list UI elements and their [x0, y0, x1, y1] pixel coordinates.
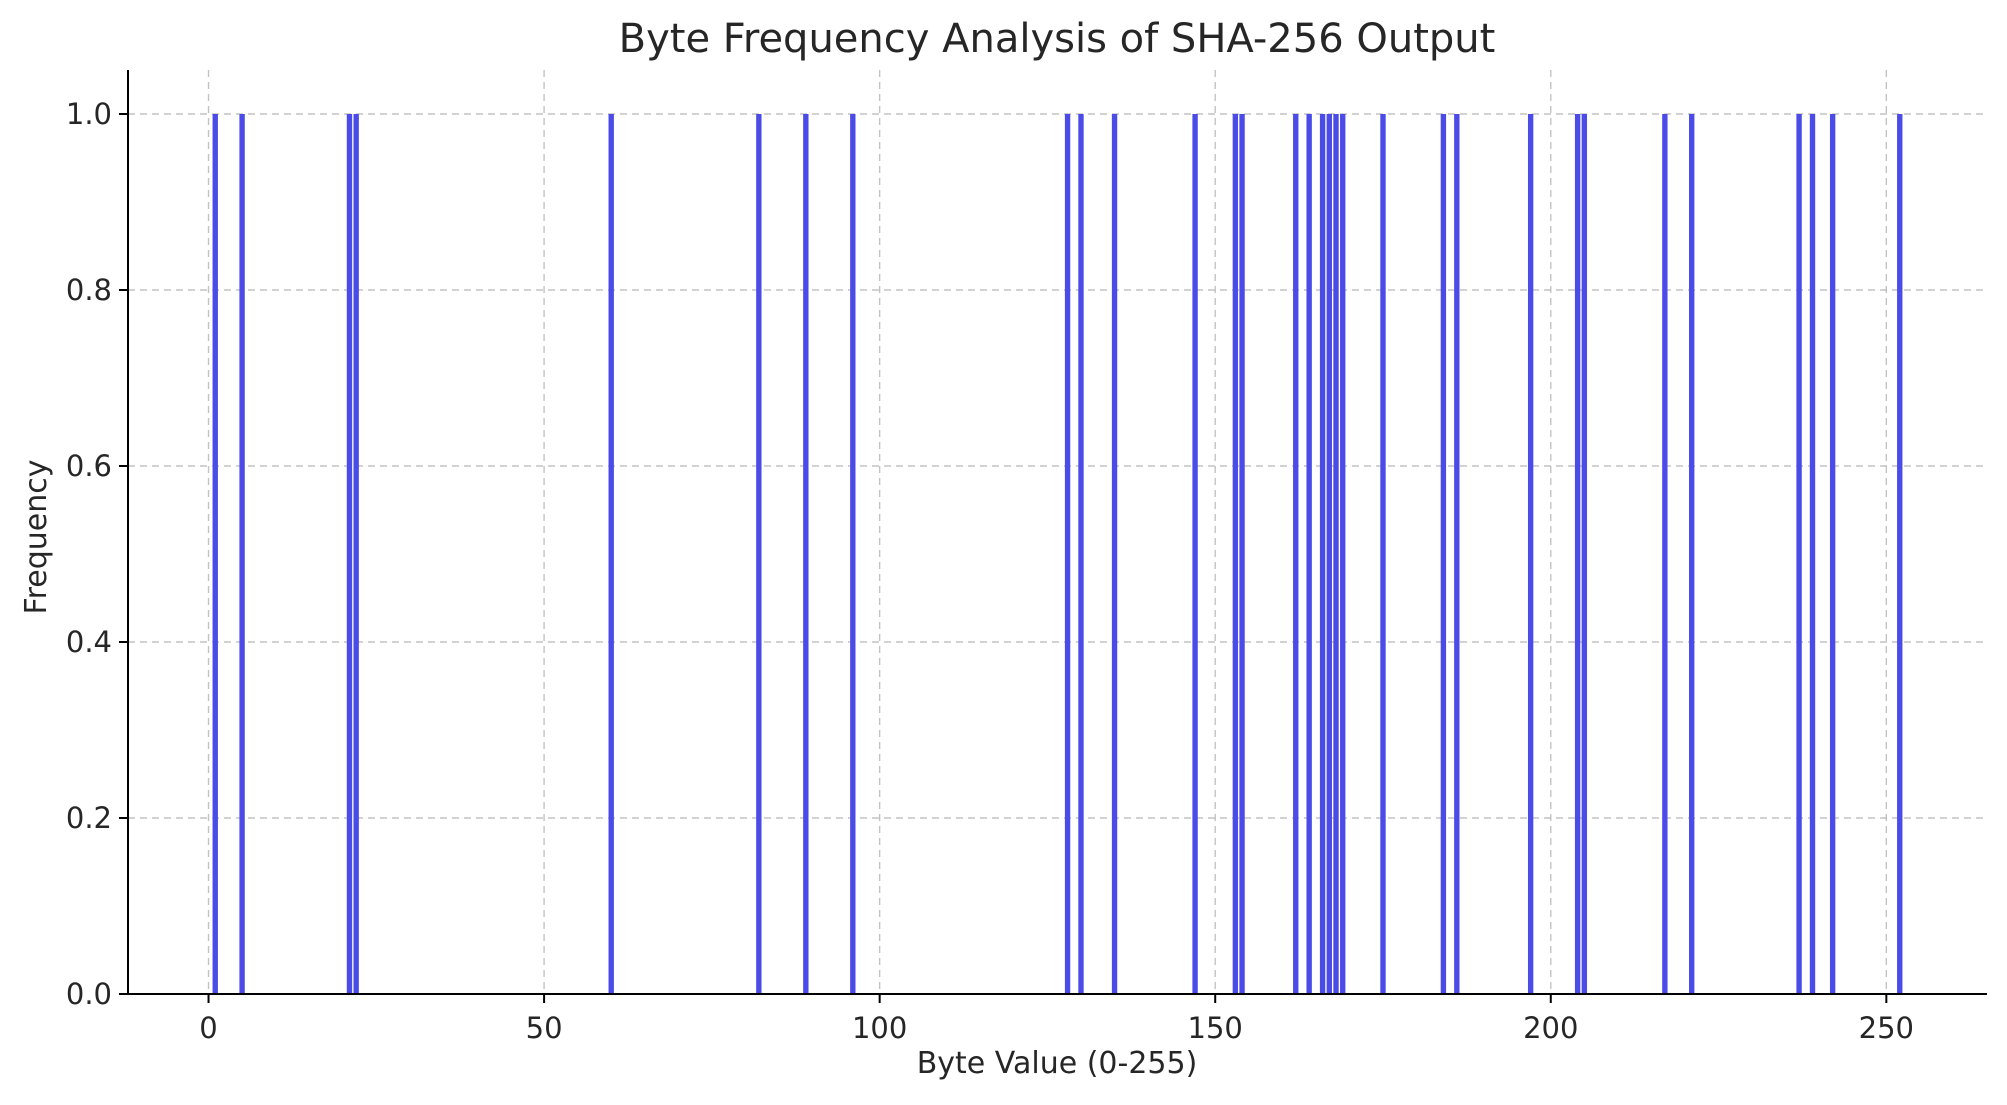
bar-byte-169	[1340, 114, 1346, 994]
bar-byte-130	[1078, 114, 1084, 994]
bar-byte-89	[803, 114, 809, 994]
y-axis-label: Frequency	[19, 460, 54, 615]
bar-byte-22	[353, 114, 359, 994]
bar-byte-242	[1829, 114, 1836, 994]
bar-byte-184	[1440, 114, 1447, 994]
y-tick-label-2: 0.4	[66, 625, 112, 659]
bar-byte-168	[1333, 114, 1339, 994]
bar-byte-221	[1689, 114, 1695, 994]
bar-byte-252	[1897, 114, 1903, 994]
bar-byte-164	[1306, 114, 1312, 994]
x-tick-label-2: 100	[852, 1011, 907, 1045]
y-tick-label-0: 0.0	[66, 977, 112, 1011]
bar-byte-237	[1796, 114, 1802, 994]
bar-byte-96	[850, 114, 856, 994]
bar-byte-175	[1380, 114, 1386, 994]
y-tick-label-5: 1.0	[66, 97, 112, 131]
bar-byte-205	[1581, 114, 1588, 994]
x-tick-label-3: 150	[1188, 1011, 1243, 1045]
bar-byte-162	[1293, 114, 1299, 994]
bar-byte-153	[1232, 114, 1239, 994]
y-tick-label-4: 0.8	[66, 273, 112, 307]
bar-byte-166	[1319, 114, 1326, 994]
ticks-layer: 0 50 100 150 200 250 0.0 0.2 0.4 0.6 0.8 1.0	[66, 97, 1914, 1045]
bar-byte-1	[212, 114, 218, 994]
y-tick-label-3: 0.6	[66, 449, 112, 483]
bar-byte-5	[239, 114, 245, 994]
bar-byte-21	[346, 114, 353, 994]
x-tick-label-1: 50	[526, 1011, 563, 1045]
bar-byte-197	[1527, 114, 1534, 994]
bar-byte-128	[1064, 114, 1071, 994]
chart-title: Byte Frequency Analysis of SHA-256 Outpu…	[619, 16, 1496, 62]
grid-layer	[128, 70, 1987, 994]
bars-layer	[212, 114, 1903, 994]
bar-byte-186	[1454, 114, 1460, 994]
y-tick-label-1: 0.2	[66, 801, 112, 835]
bar-byte-204	[1574, 114, 1581, 994]
bar-byte-135	[1111, 114, 1118, 994]
bar-byte-154	[1239, 114, 1245, 994]
axes-layer	[127, 70, 1987, 995]
x-tick-label-5: 250	[1859, 1011, 1914, 1045]
bar-byte-167	[1326, 114, 1332, 994]
x-axis-label: Byte Value (0-255)	[917, 1046, 1198, 1081]
x-tick-label-0: 0	[199, 1011, 217, 1045]
bar-byte-82	[756, 114, 762, 994]
bar-byte-147	[1192, 114, 1198, 994]
bar-byte-217	[1662, 114, 1668, 994]
bar-byte-60	[608, 114, 614, 994]
bar-byte-239	[1809, 114, 1816, 994]
x-tick-label-4: 200	[1523, 1011, 1578, 1045]
